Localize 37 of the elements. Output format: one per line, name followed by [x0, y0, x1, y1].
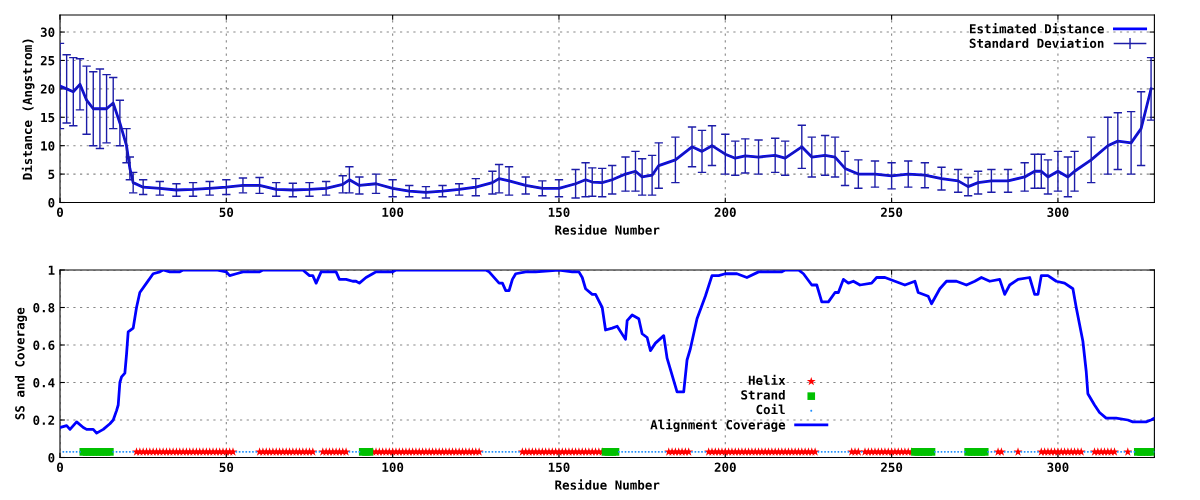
y-tick-label: 0 [48, 197, 55, 208]
y-tick-label: 5 [48, 169, 55, 180]
x-tick-label: 200 [714, 462, 736, 473]
legend-label: Alignment Coverage [650, 419, 786, 432]
legend-label: Helix [748, 374, 786, 386]
x-tick-label: 50 [219, 462, 234, 473]
y-tick-label: 0.4 [33, 377, 55, 388]
x-axis-title: Residue Number [555, 224, 660, 235]
y-axis-title: Distance (Angstrom) [21, 39, 35, 180]
x-tick-label: 250 [881, 462, 903, 473]
x-tick-label: 100 [382, 462, 404, 473]
x-tick-label: 100 [382, 207, 404, 218]
y-tick-label: 0.8 [33, 302, 55, 313]
y-tick-label: 0.2 [33, 415, 55, 425]
x-axis-title: Residue Number [555, 479, 660, 490]
legend-label: Coil [756, 403, 785, 415]
x-tick-label: 250 [881, 207, 903, 218]
y-tick-label: 30 [40, 27, 55, 37]
legend-label: Strand [741, 389, 785, 400]
y-tick-label: 10 [41, 141, 55, 151]
x-tick-label: 0 [56, 462, 64, 473]
x-tick-label: 300 [1047, 207, 1069, 218]
y-tick-label: 25 [40, 55, 55, 66]
legend-label: Estimated Distance [969, 23, 1104, 34]
x-tick-label: 300 [1047, 462, 1069, 473]
x-tick-label: 150 [548, 207, 570, 218]
y-tick-label: 1 [48, 265, 55, 275]
x-tick-label: 200 [714, 207, 736, 218]
x-tick-label: 150 [548, 462, 570, 473]
y-tick-label: 0 [48, 452, 55, 463]
y-tick-label: 15 [41, 112, 55, 123]
x-tick-label: 0 [56, 207, 64, 218]
y-tick-label: 0.6 [33, 340, 55, 350]
legend-label: Standard Deviation [969, 37, 1104, 49]
y-tick-label: 20 [40, 84, 55, 94]
y-axis-title: SS and Coverage [14, 307, 27, 420]
x-tick-label: 50 [219, 207, 234, 218]
